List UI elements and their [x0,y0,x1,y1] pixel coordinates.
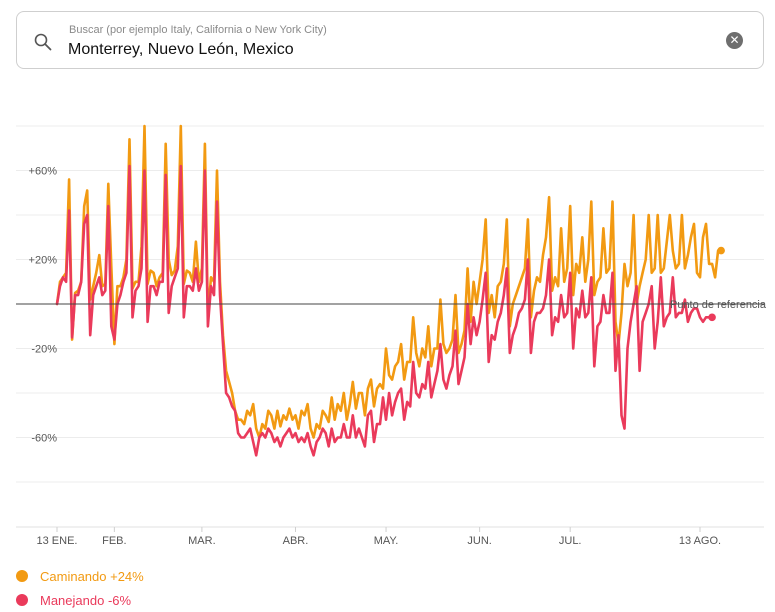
x-tick-label: 13 ENE. [37,535,78,547]
x-tick-label: JUN. [467,535,491,547]
reference-label: Punto de referencia [670,299,767,311]
series-line-1 [55,164,711,457]
search-icon [34,33,52,51]
x-tick-label: 13 AGO. [679,535,721,547]
y-tick-label: -20% [31,344,57,356]
y-tick-label: -60% [31,433,57,445]
x-tick-label: MAY. [374,535,399,547]
y-tick-label: +20% [29,255,58,267]
y-tick-label: +60% [29,166,58,178]
series-end-point-0 [717,246,725,255]
chart-svg: +60% +20% -20% -60% 13 ENE. FEB. MAR. ABR. MAY. J… [16,124,767,547]
legend-item-driving[interactable]: Manejando -6% [16,588,144,612]
legend-label-driving: Manejando -6% [40,592,132,608]
x-tick-label: ABR. [283,535,309,547]
x-tick-label: JUL. [559,535,582,547]
search-box[interactable]: Buscar (por ejemplo Italy, California o … [16,11,764,69]
close-circle-icon: ✕ [729,33,740,47]
legend-item-walking[interactable]: Caminando +24% [16,564,144,588]
series-end-point-1 [708,313,716,322]
legend: Caminando +24% Manejando -6% [16,564,144,612]
mobility-chart: +60% +20% -20% -60% 13 ENE. FEB. MAR. ABR. MAY. J… [0,80,775,560]
series-line-0 [55,124,720,439]
search-placeholder: Buscar (por ejemplo Italy, California o … [69,24,327,36]
driving-dot-icon [16,594,28,606]
legend-label-walking: Caminando +24% [40,568,144,584]
x-tick-label: MAR. [188,535,216,547]
search-input[interactable]: Monterrey, Nuevo León, Mexico [68,41,294,58]
walking-dot-icon [16,570,28,582]
x-tick-label: FEB. [102,535,126,547]
clear-search-button[interactable]: ✕ [726,32,743,49]
